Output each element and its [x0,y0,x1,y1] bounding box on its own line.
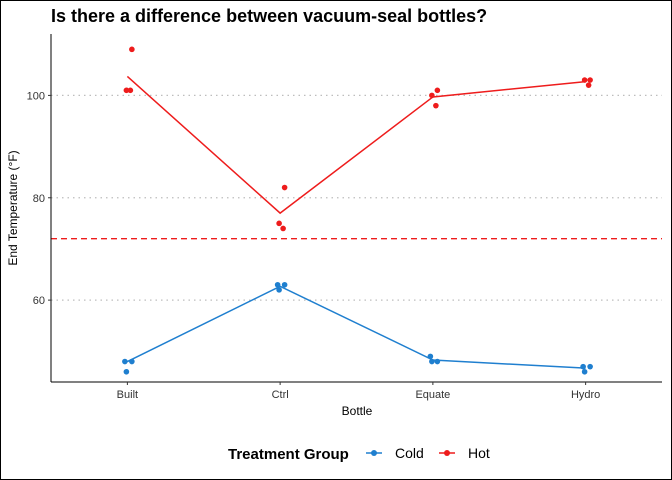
data-point [123,368,130,375]
series-group [122,46,593,375]
data-point [581,77,588,83]
data-point [433,102,439,109]
data-point [585,82,592,88]
legend-item-cold: Cold [366,445,424,461]
data-point [281,184,288,191]
legend-label: Hot [468,445,490,461]
data-point [580,363,586,370]
series-hot [123,46,593,232]
legend-key-point [371,450,377,456]
legend-title: Treatment Group [228,446,349,463]
legend: Treatment Group Cold Hot [228,445,490,463]
y-ticks: 60 80 100 [27,90,51,307]
x-ticks: Built Ctrl Equate Hydro [117,382,600,401]
data-point [434,87,441,94]
x-tick-label: Equate [415,389,450,401]
data-point [276,220,282,227]
legend-item-hot: Hot [439,445,490,461]
data-point [587,77,593,83]
data-point [429,92,435,99]
legend-label: Cold [395,445,424,461]
data-point [127,87,134,94]
y-tick-label: 80 [33,193,45,205]
legend-key-point [444,450,450,456]
y-axis-title: End Temperature (°F) [6,150,20,265]
data-point [280,225,286,232]
x-tick-label: Hydro [571,389,600,401]
data-point [434,358,441,365]
data-point [429,358,435,365]
data-point [129,46,135,53]
axes [50,34,662,383]
chart-title: Is there a difference between vacuum-sea… [51,6,487,26]
data-point [274,281,281,288]
series-cold [122,281,593,375]
x-axis-title: Bottle [342,404,373,418]
y-tick-label: 60 [33,295,45,307]
data-point [581,368,588,375]
data-point [427,353,434,360]
x-tick-label: Ctrl [272,389,289,401]
data-point [276,287,282,293]
data-point [281,281,288,288]
data-point [123,87,130,94]
y-tick-label: 100 [27,90,45,102]
legend-items: Cold Hot [366,445,490,461]
series-line [126,75,586,215]
data-point [587,363,593,370]
data-point [122,358,128,365]
x-tick-label: Built [117,389,138,401]
series-line [127,285,586,369]
data-point [129,358,135,365]
